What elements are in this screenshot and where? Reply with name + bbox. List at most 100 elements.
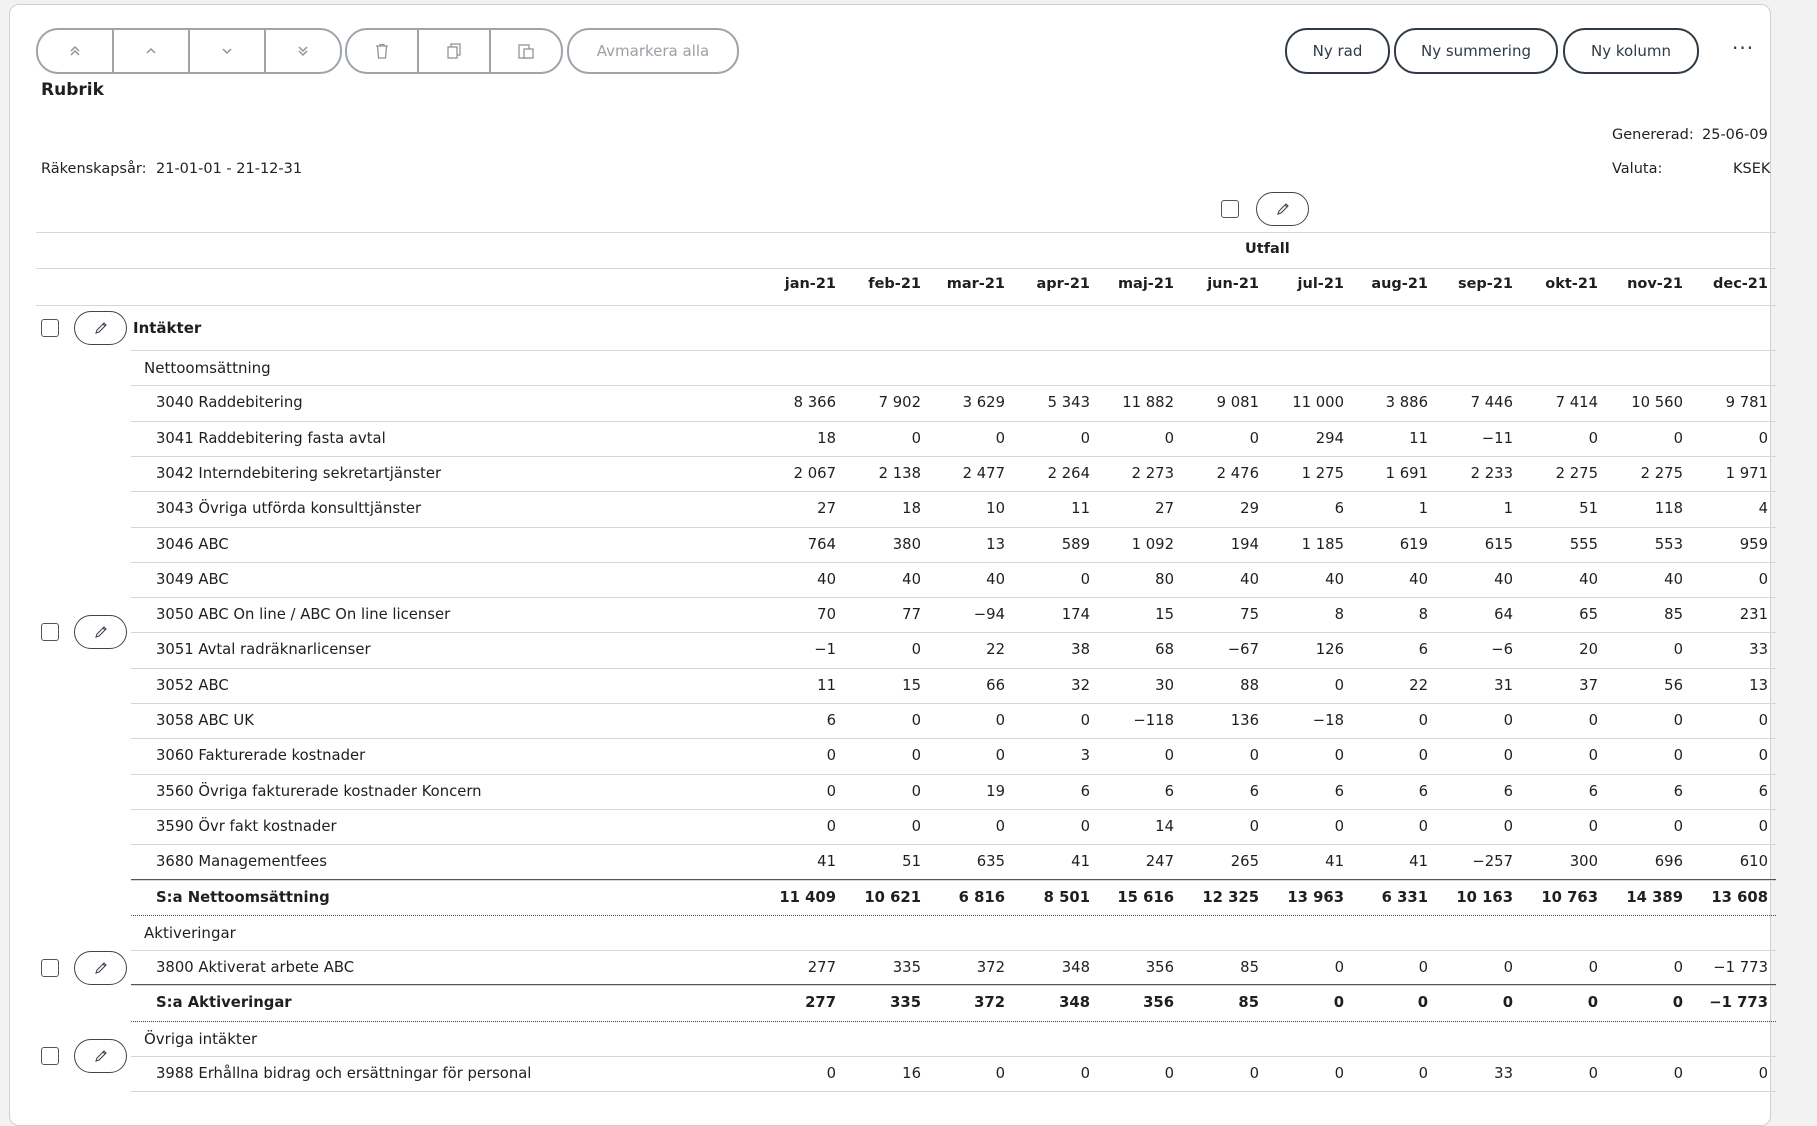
cell-value: 11 <box>1409 429 1428 447</box>
divider <box>131 385 1776 387</box>
cell-value: 6 <box>1080 782 1090 800</box>
cell-value: 1 092 <box>1131 535 1174 553</box>
cell-value: 0 <box>911 641 921 659</box>
more-menu-button[interactable]: ··· <box>1732 36 1755 60</box>
fiscal-year-value: 21-01-01 - 21-12-31 <box>156 161 303 177</box>
cell-value: 8 <box>1418 606 1428 624</box>
cell-value: 10 560 <box>1631 394 1683 412</box>
table-row: 3041 Raddebitering fasta avtal 18 0 0 0 0 0 294… <box>131 421 1776 456</box>
table-row: 3043 Övriga utförda konsulttjänster 27 18 1… <box>131 491 1776 526</box>
fiscal-year-label: Räkenskapsår: <box>41 161 147 177</box>
edit-button-group <box>345 28 563 74</box>
divider <box>131 597 1776 599</box>
divider <box>131 808 1776 810</box>
new-row-button[interactable]: Ny rad <box>1285 28 1390 74</box>
cell-value: 8 <box>1334 606 1344 624</box>
cell-value: 3 629 <box>962 394 1005 412</box>
cell-value: 764 <box>807 535 836 553</box>
column-select-checkbox[interactable] <box>1221 200 1239 218</box>
divider <box>131 985 1776 987</box>
cell-value: 32 <box>1071 676 1090 694</box>
row-label: 3590 Övr fakt kostnader <box>156 817 337 835</box>
sum-value: 277 <box>805 994 836 1012</box>
cell-value: 356 <box>1145 959 1174 977</box>
cell-value: 11 000 <box>1292 394 1344 412</box>
group-select-checkbox[interactable] <box>41 623 59 642</box>
cell-value: 13 <box>986 535 1005 553</box>
cell-value: 40 <box>1409 570 1428 588</box>
group-edit-button[interactable] <box>74 950 127 985</box>
cell-value: 70 <box>817 606 836 624</box>
cell-value: 85 <box>1664 606 1683 624</box>
month-header: jul-21 <box>1297 276 1344 292</box>
divider <box>131 984 1776 986</box>
row-label: 3040 Raddebitering <box>156 394 303 412</box>
deselect-all-button[interactable]: Avmarkera alla <box>567 28 739 74</box>
cell-value: 14 <box>1155 817 1174 835</box>
group-select-checkbox[interactable] <box>41 1047 59 1065</box>
delete-button[interactable] <box>347 30 419 72</box>
month-header: mar-21 <box>946 276 1005 292</box>
column-edit-button[interactable] <box>1256 192 1309 226</box>
new-sum-button[interactable]: Ny summering <box>1394 28 1558 74</box>
cell-value: 555 <box>1569 535 1598 553</box>
cell-value: 9 081 <box>1216 394 1259 412</box>
cell-value: 696 <box>1654 853 1683 871</box>
cell-value: 66 <box>986 676 1005 694</box>
section-select-checkbox[interactable] <box>41 319 59 337</box>
divider <box>131 1056 1776 1057</box>
cell-value: 118 <box>1654 500 1683 518</box>
divider <box>131 1091 1776 1093</box>
cell-value: 51 <box>902 853 921 871</box>
cell-value: 2 138 <box>878 464 921 482</box>
cell-value: 0 <box>1673 429 1683 447</box>
paste-button[interactable] <box>491 30 561 72</box>
cell-value: 2 275 <box>1555 464 1598 482</box>
cell-value: 6 <box>1418 782 1428 800</box>
cell-value: 0 <box>995 712 1005 729</box>
new-column-button[interactable]: Ny kolumn <box>1563 28 1699 74</box>
cell-value: 40 <box>902 570 921 588</box>
sum-value: 10 163 <box>1456 888 1513 906</box>
cell-value: 1 971 <box>1725 464 1768 482</box>
cell-value: 15 <box>902 676 921 694</box>
row-label: 3046 ABC <box>156 535 229 553</box>
cell-value: 41 <box>1071 853 1090 871</box>
move-up-button[interactable] <box>114 30 190 72</box>
cell-value: 85 <box>1240 959 1259 977</box>
cell-value: 0 <box>1673 712 1683 729</box>
cell-value: −18 <box>1312 712 1344 729</box>
sum-value: 356 <box>1143 994 1174 1012</box>
cell-value: 88 <box>1240 676 1259 694</box>
cell-value: 30 <box>1155 676 1174 694</box>
cell-value: 2 233 <box>1470 464 1513 482</box>
group-edit-button[interactable] <box>74 1039 127 1073</box>
group-select-checkbox[interactable] <box>41 958 59 977</box>
cell-value: 0 <box>1758 747 1768 765</box>
cell-value: 0 <box>1080 1065 1090 1082</box>
month-header: aug-21 <box>1371 276 1428 292</box>
move-to-top-button[interactable] <box>38 30 114 72</box>
cell-value: −67 <box>1227 641 1259 659</box>
cell-value: 265 <box>1230 853 1259 871</box>
cell-value: 294 <box>1315 429 1344 447</box>
divider <box>131 667 1776 669</box>
row-label: 3049 ABC <box>156 570 229 588</box>
copy-button[interactable] <box>419 30 491 72</box>
cell-value: 11 <box>1071 500 1090 518</box>
divider <box>131 879 1776 881</box>
divider <box>131 350 1776 351</box>
section-edit-button[interactable] <box>74 311 127 345</box>
move-down-button[interactable] <box>190 30 266 72</box>
cell-value: 31 <box>1494 676 1513 694</box>
cell-value: 27 <box>1155 500 1174 518</box>
cell-value: 3 886 <box>1385 394 1428 412</box>
cell-value: 0 <box>995 1065 1005 1082</box>
move-to-bottom-button[interactable] <box>266 30 340 72</box>
cell-value: 9 781 <box>1725 394 1768 412</box>
month-header: maj-21 <box>1117 276 1174 292</box>
cell-value: 15 <box>1155 606 1174 624</box>
cell-value: 33 <box>1749 641 1768 659</box>
sum-value: 10 763 <box>1541 888 1598 906</box>
group-edit-button[interactable] <box>74 615 127 650</box>
